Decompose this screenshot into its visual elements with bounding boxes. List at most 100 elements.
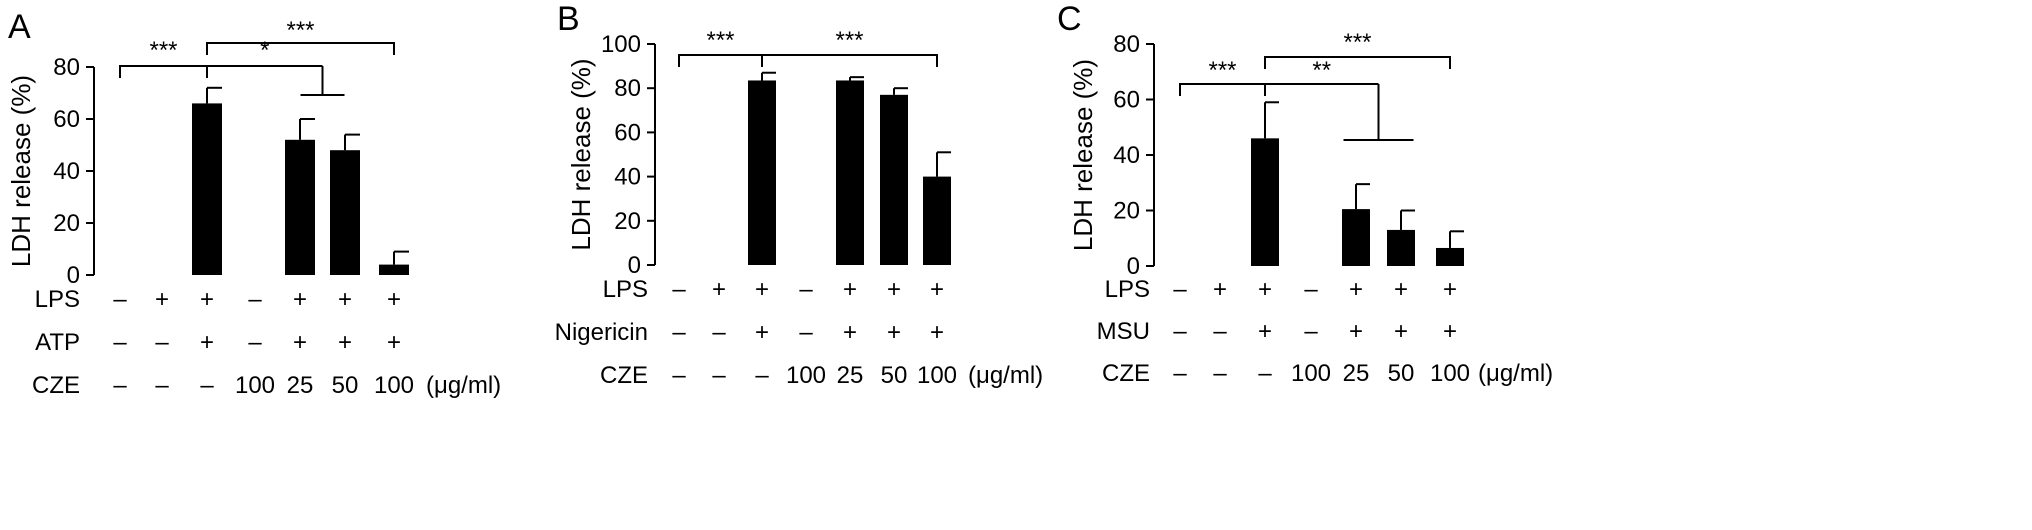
y-tick-label: 40 [53, 158, 80, 185]
significance-bracket [1179, 83, 1266, 96]
condition-value: – [113, 329, 127, 356]
condition-value: – [799, 276, 813, 303]
significance-label: *** [706, 27, 734, 54]
y-tick-label: 60 [53, 106, 80, 133]
y-tick-label: 80 [1113, 31, 1140, 58]
condition-value: 100 [1291, 360, 1331, 387]
condition-value: + [1258, 276, 1272, 303]
condition-value: 100 [786, 362, 826, 389]
condition-value: + [338, 329, 352, 356]
condition-value: + [200, 286, 214, 313]
condition-value: – [799, 319, 813, 346]
significance-label: *** [835, 27, 863, 54]
condition-value: + [387, 329, 401, 356]
bar [923, 176, 951, 265]
condition-value: 50 [332, 372, 359, 399]
bar [192, 103, 222, 276]
condition-value: + [1443, 318, 1457, 345]
unit-label: (μg/ml) [426, 372, 501, 399]
condition-value: + [1349, 318, 1363, 345]
condition-value: + [930, 276, 944, 303]
y-tick-label: 0 [67, 262, 80, 289]
condition-value: + [1258, 318, 1272, 345]
y-tick-label: 20 [53, 210, 80, 237]
significance-label: * [260, 37, 269, 64]
significance-label: *** [1343, 29, 1371, 56]
condition-value: – [672, 276, 686, 303]
condition-value: – [672, 362, 686, 389]
y-axis-label: LDH release (%) [566, 58, 596, 250]
bar [1387, 229, 1415, 266]
condition-value: – [248, 329, 262, 356]
y-tick-label: 60 [614, 119, 641, 146]
significance-label: *** [149, 37, 177, 64]
condition-label: LPS [35, 286, 80, 313]
condition-value: + [387, 286, 401, 313]
condition-value: – [248, 286, 262, 313]
bar [1251, 138, 1279, 266]
y-tick-label: 20 [1113, 198, 1140, 225]
condition-value: – [1304, 276, 1318, 303]
condition-value: 50 [1388, 360, 1415, 387]
y-tick-label: 40 [614, 164, 641, 191]
panel-label: B [557, 0, 580, 38]
significance-bracket [678, 54, 763, 67]
bar [748, 80, 776, 265]
condition-value: 25 [287, 372, 314, 399]
significance-label: ** [1312, 57, 1331, 84]
condition-value: – [1173, 276, 1187, 303]
condition-value: + [1394, 276, 1408, 303]
condition-label: CZE [600, 362, 648, 389]
unit-label: (μg/ml) [968, 362, 1043, 389]
condition-value: + [930, 319, 944, 346]
significance-bracket [206, 42, 395, 55]
y-tick-label: 80 [614, 75, 641, 102]
condition-value: 25 [837, 362, 864, 389]
condition-value: + [1394, 318, 1408, 345]
bar [1342, 209, 1370, 266]
y-axis-label: LDH release (%) [1068, 59, 1098, 251]
condition-value: – [1304, 318, 1318, 345]
condition-value: – [712, 362, 726, 389]
condition-value: + [755, 319, 769, 346]
condition-label: Nigericin [555, 319, 648, 346]
condition-value: + [887, 319, 901, 346]
condition-label: LPS [1105, 276, 1150, 303]
condition-value: + [155, 286, 169, 313]
condition-value: + [755, 276, 769, 303]
bar [880, 94, 908, 265]
y-tick-label: 80 [53, 54, 80, 81]
condition-value: 50 [881, 362, 908, 389]
condition-value: – [155, 372, 169, 399]
panel-label: C [1057, 0, 1082, 38]
bar [285, 139, 315, 275]
condition-label: ATP [35, 329, 80, 356]
significance-bracket [119, 65, 208, 78]
y-tick-label: 60 [1113, 87, 1140, 114]
condition-value: + [200, 329, 214, 356]
condition-value: + [338, 286, 352, 313]
condition-value: + [1213, 276, 1227, 303]
unit-label: (μg/ml) [1478, 360, 1553, 387]
condition-label: MSU [1097, 318, 1150, 345]
condition-label: CZE [1102, 360, 1150, 387]
significance-bracket [1264, 56, 1451, 69]
condition-value: + [1443, 276, 1457, 303]
y-axis-label: LDH release (%) [6, 75, 36, 267]
y-tick-label: 0 [1127, 253, 1140, 280]
y-tick-label: 100 [601, 31, 641, 58]
significance-label: *** [286, 17, 314, 44]
condition-label: CZE [32, 372, 80, 399]
condition-value: + [1349, 276, 1363, 303]
condition-value: – [155, 329, 169, 356]
condition-value: + [293, 286, 307, 313]
significance-bracket [761, 54, 938, 67]
significance-label: *** [1208, 57, 1236, 84]
condition-value: 100 [1430, 360, 1470, 387]
condition-value: – [1213, 318, 1227, 345]
condition-value: + [887, 276, 901, 303]
